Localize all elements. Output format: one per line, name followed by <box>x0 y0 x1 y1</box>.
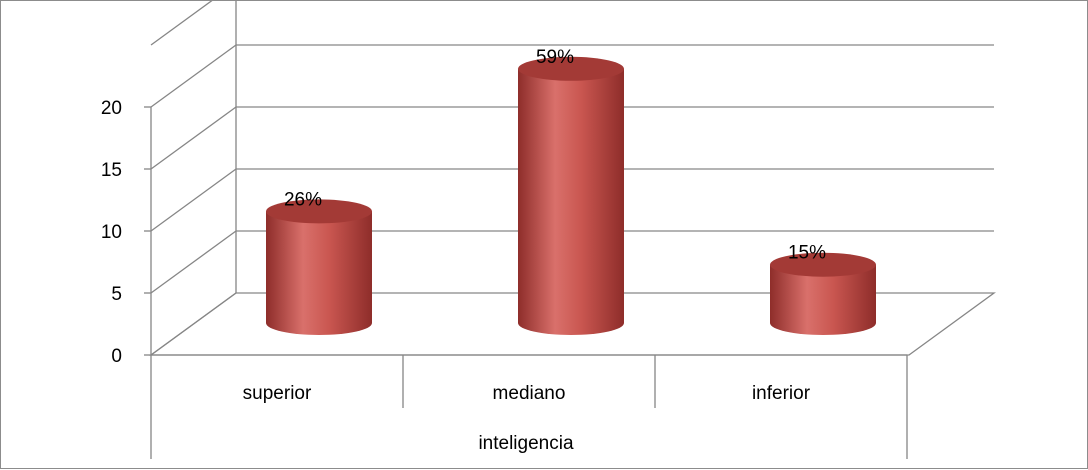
bar-body-mediano <box>518 68 624 336</box>
bar-top-mediano <box>518 56 624 81</box>
bar-mediano <box>518 56 624 336</box>
y-tick-label-15: 15 <box>101 160 122 181</box>
bar-superior <box>266 199 372 335</box>
x-tick-label-superior: superior <box>243 383 312 404</box>
data-labels: 26% 59% 15% <box>284 47 826 264</box>
bar-body-superior <box>266 211 372 335</box>
y-tick-labels: 0 5 10 15 20 <box>101 98 151 367</box>
bar-body-inferior <box>770 264 876 335</box>
bar-inferior <box>770 252 876 335</box>
data-label-inferior: 15% <box>788 243 826 264</box>
side-gridline-5 <box>150 230 237 294</box>
side-gridline-10 <box>150 168 237 232</box>
data-label-superior: 26% <box>284 189 322 210</box>
y-tick-label-0: 0 <box>111 346 122 367</box>
bar-top-inferior <box>770 252 876 277</box>
bars <box>266 56 876 336</box>
side-gridline-20 <box>150 44 237 108</box>
data-label-mediano: 59% <box>536 47 574 68</box>
x-axis-title: inteligencia <box>478 433 573 454</box>
x-tick-label-inferior: inferior <box>752 383 811 404</box>
x-tick-label-mediano: mediano <box>493 383 566 404</box>
x-axis: superior mediano inferior <box>150 354 908 459</box>
bar-top-superior <box>266 199 372 224</box>
side-gridline-15 <box>150 106 237 170</box>
side-gridline-0 <box>150 292 237 356</box>
y-tick-label-20: 20 <box>101 98 122 119</box>
y-tick-label-10: 10 <box>101 222 122 243</box>
y-tick-label-5: 5 <box>111 284 122 305</box>
side-gridline-25 <box>150 1 213 46</box>
